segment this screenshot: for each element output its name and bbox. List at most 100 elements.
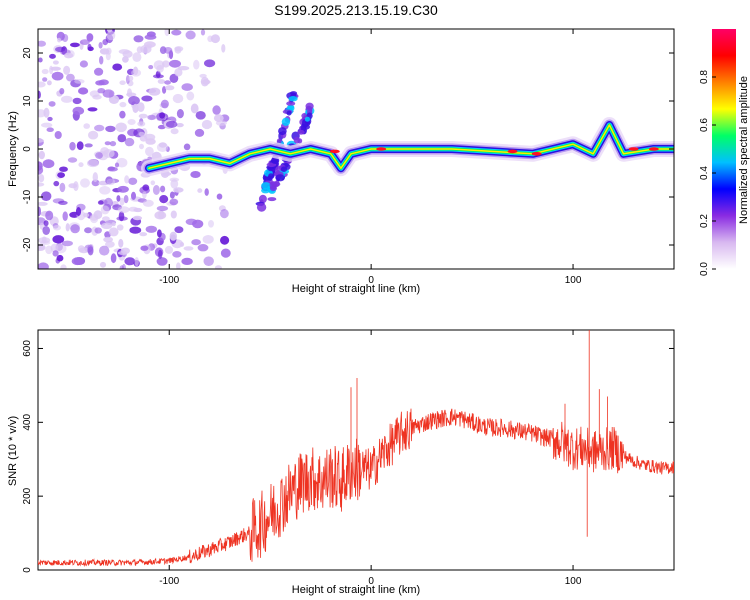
noise-blob [38, 40, 46, 47]
noise-blob [57, 172, 65, 179]
noise-blob [141, 95, 153, 102]
branch-blob [281, 117, 291, 127]
noise-blob [181, 257, 193, 265]
noise-blob [99, 48, 110, 55]
noise-blob [71, 257, 84, 266]
noise-blob [40, 240, 51, 245]
noise-blob [169, 59, 181, 68]
noise-blob [183, 143, 191, 151]
noise-blob [159, 195, 169, 204]
noise-blob [92, 94, 102, 100]
noise-blob [48, 101, 56, 107]
noise-blob [204, 188, 209, 196]
noise-blob [49, 53, 56, 59]
peak-spot [376, 147, 387, 151]
noise-blob [58, 200, 68, 205]
noise-blob [70, 42, 80, 48]
noise-blob [86, 33, 94, 42]
noise-blob [137, 102, 145, 112]
noise-blob [190, 103, 199, 114]
noise-blob [195, 111, 206, 120]
noise-blob [88, 130, 99, 140]
x-tick-label: 100 [565, 576, 582, 587]
snr-xlabel: Height of straight line (km) [292, 584, 420, 596]
noise-blob [177, 66, 190, 71]
noise-blob [181, 83, 193, 91]
x-tick-label: -100 [159, 576, 179, 587]
noise-blob [169, 191, 175, 199]
colorbar-ticks: 0.0 0.2 0.4 0.6 0.8 [699, 70, 716, 276]
branch-blob [267, 175, 273, 181]
noise-blob [132, 215, 143, 221]
peak-spot [329, 149, 340, 154]
noise-blob [41, 68, 49, 75]
noise-blob [119, 197, 125, 206]
noise-blob [42, 77, 48, 82]
noise-blob [172, 93, 184, 104]
noise-blob [105, 125, 116, 133]
snr-series-line [38, 330, 674, 567]
noise-blob [190, 171, 201, 178]
noise-blob [174, 46, 182, 54]
noise-blob [148, 87, 161, 96]
branch-blob [293, 136, 301, 144]
noise-blob [75, 207, 82, 216]
noise-blob [83, 212, 90, 218]
noise-blob [114, 162, 120, 168]
noise-blob [106, 178, 116, 186]
branch-blob [300, 123, 307, 132]
noise-blob [61, 240, 73, 247]
branch-blob [289, 91, 298, 96]
noise-blob [144, 34, 157, 40]
noise-blob [95, 152, 103, 159]
noise-blob [118, 238, 124, 248]
noise-blob [131, 191, 136, 200]
spectrogram-xlabel: Height of straight line (km) [292, 283, 420, 295]
noise-blob [216, 193, 223, 200]
y-tick-label: 0 [22, 567, 33, 573]
noise-blob [201, 119, 213, 130]
noise-blob [116, 157, 128, 168]
noise-blob [50, 66, 61, 71]
noise-blob [145, 146, 154, 157]
noise-blob [150, 180, 156, 186]
noise-blob [74, 79, 85, 84]
noise-blob [132, 103, 139, 113]
y-tick-label: -20 [22, 237, 33, 252]
noise-blob [128, 75, 134, 82]
noise-blob [158, 210, 165, 219]
noise-blob [84, 227, 93, 234]
noise-blob [140, 245, 149, 251]
colorbar: 0.0 0.2 0.4 0.6 0.8 Normalized spectral ampl… [699, 29, 750, 276]
noise-blob [54, 131, 62, 139]
branch-blob [297, 129, 305, 135]
noise-blob [45, 210, 54, 221]
noise-blob [122, 56, 129, 63]
noise-blob [38, 174, 45, 183]
noise-blob [176, 109, 184, 119]
branch-blob [286, 110, 292, 116]
noise-blob [169, 231, 177, 241]
noise-blob [117, 206, 130, 214]
noise-blob [127, 88, 132, 98]
x-tick-label: 0 [368, 576, 374, 587]
y-tick-label: 0 [22, 146, 33, 152]
noise-blob [99, 245, 110, 256]
branch-blob [304, 116, 310, 122]
y-tick-label: 20 [22, 47, 33, 59]
noise-blob [157, 124, 166, 130]
colorbar-label: Normalized spectral amplitude [738, 76, 750, 224]
noise-blob [176, 123, 184, 128]
noise-blob [133, 35, 144, 43]
noise-blob [79, 39, 90, 45]
noise-speckle [38, 29, 231, 269]
noise-blob [43, 107, 50, 118]
noise-blob [152, 74, 164, 79]
noise-blob [156, 205, 169, 212]
noise-blob [202, 235, 214, 244]
noise-blob [173, 187, 184, 193]
noise-blob [56, 254, 64, 262]
